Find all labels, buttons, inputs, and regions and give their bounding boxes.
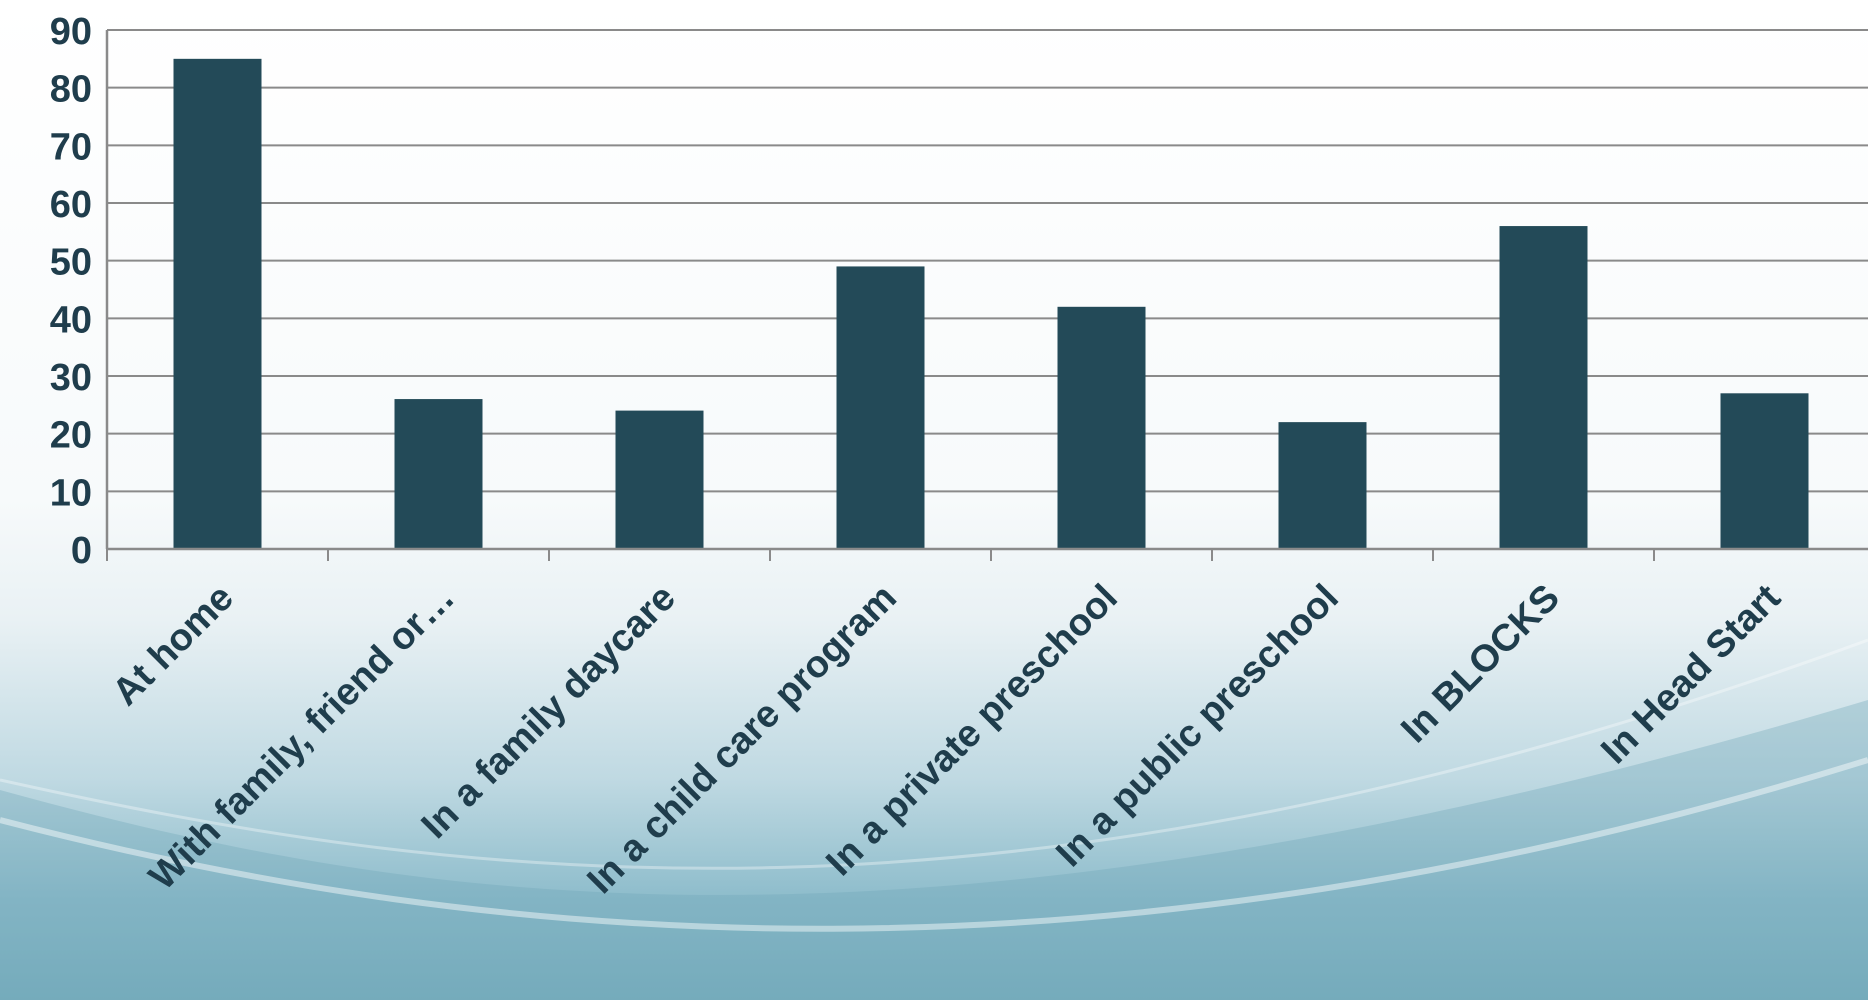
y-tick-label: 80 — [50, 69, 92, 111]
bar — [1057, 306, 1146, 549]
y-tick-label: 10 — [50, 472, 92, 514]
bar — [1499, 226, 1588, 550]
x-tick-label: In a family daycare — [414, 577, 684, 847]
bar — [1720, 393, 1809, 549]
bars — [173, 58, 1809, 550]
axes — [105, 30, 1868, 561]
gridlines — [107, 29, 1868, 493]
y-tick-label: 0 — [71, 530, 92, 572]
y-tick-label: 30 — [50, 357, 92, 399]
y-tick-label: 60 — [50, 184, 92, 226]
x-tick-label: At home — [105, 577, 242, 714]
background-decoration — [0, 638, 1868, 1000]
bar — [836, 266, 925, 549]
y-tick-label: 70 — [50, 126, 92, 168]
y-tick-label: 50 — [50, 242, 92, 284]
y-tick-label: 20 — [50, 415, 92, 457]
y-tick-labels: 0 10 20 30 40 50 60 70 80 90 — [50, 11, 92, 572]
bar — [615, 410, 704, 549]
bar — [1278, 422, 1367, 549]
bar — [173, 58, 262, 549]
y-tick-label: 40 — [50, 299, 92, 341]
bar — [394, 399, 483, 549]
x-tick-label: In BLOCKS — [1393, 577, 1568, 752]
y-tick-label: 90 — [50, 11, 92, 53]
